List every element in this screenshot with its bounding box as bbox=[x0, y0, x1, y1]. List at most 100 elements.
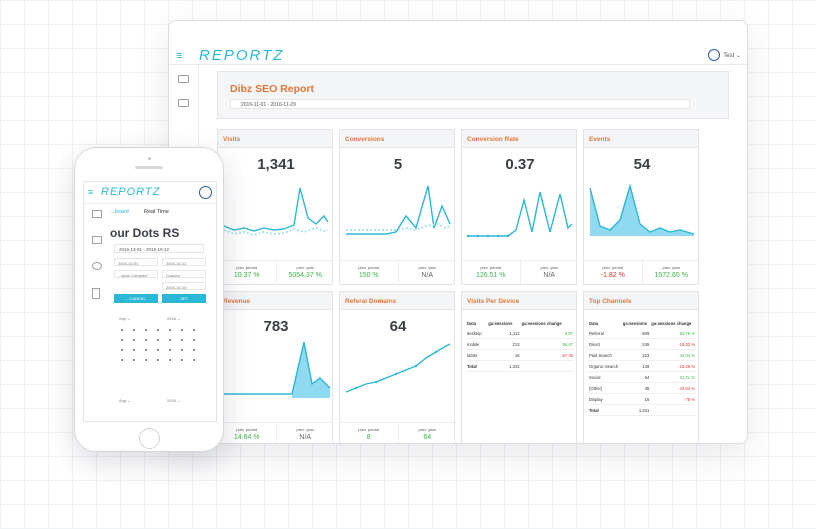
referal-domains-card: Referal Domains 64 prev. period 8 prev. y… bbox=[339, 291, 457, 443]
table-row: Referral 609 53.75 % bbox=[588, 328, 696, 339]
main-content: Dibz SEO Report 2016-11-01 - 2016-11-29 … bbox=[207, 71, 747, 443]
table-cell: 16 bbox=[487, 349, 521, 361]
revenue-card: Revenue 783 prev. period 14.64 % prev. ye… bbox=[217, 291, 335, 443]
table-cell: Display bbox=[588, 393, 622, 405]
home-button[interactable] bbox=[139, 428, 160, 449]
reports-icon[interactable] bbox=[178, 75, 189, 83]
table-row: mobile 213 55.47 bbox=[466, 338, 574, 350]
compare-from-field[interactable]: 2016-10-10 bbox=[162, 282, 206, 290]
revenue-line bbox=[224, 341, 331, 395]
compare-select[interactable]: ...stom Compare bbox=[114, 270, 158, 278]
set-button[interactable]: SET bbox=[162, 294, 206, 303]
phone-sidebar bbox=[84, 204, 110, 421]
stat-label: prev. period bbox=[236, 265, 258, 270]
table-total-row: Total 1,341 bbox=[588, 404, 696, 416]
card-value: 54 bbox=[633, 156, 651, 173]
stat-value: -1.82 % bbox=[600, 272, 625, 279]
header-cell: ga:sessions bbox=[488, 320, 513, 326]
table-cell: 245 bbox=[621, 338, 651, 350]
date-range-picker[interactable]: 2016-13-01 - 2015-10-12 bbox=[114, 244, 204, 253]
prev-period-stat: prev. period 14.64 % bbox=[218, 423, 276, 443]
stat-value: N/A bbox=[421, 272, 434, 279]
page-title: our Dots RS bbox=[110, 226, 180, 240]
events-line bbox=[589, 183, 695, 235]
camera-dot bbox=[148, 157, 151, 160]
globe-icon bbox=[708, 49, 721, 61]
custom-select[interactable]: Custom bbox=[162, 270, 206, 278]
table-cell: Organic Search bbox=[588, 360, 622, 372]
conversion-rate-card: Conversion Rate 0.37 prev. period 126.51 … bbox=[461, 129, 578, 285]
speaker-grill bbox=[135, 166, 163, 169]
app-logo[interactable]: REPORTZ bbox=[101, 186, 161, 198]
card-title: Events bbox=[584, 130, 698, 148]
folder-icon[interactable] bbox=[178, 99, 189, 107]
hamburger-menu-icon[interactable]: ≡ bbox=[176, 50, 183, 62]
stat-label: prev. period bbox=[480, 265, 502, 270]
app-logo[interactable]: REPORTZ bbox=[199, 47, 285, 64]
tab-real-time[interactable]: Real Time bbox=[144, 209, 169, 215]
header-cell: Data bbox=[467, 320, 477, 326]
table-cell: (Other) bbox=[588, 382, 622, 394]
from-date-field[interactable]: 2016-10-01 bbox=[114, 258, 158, 266]
stat-value: 14.64 % bbox=[233, 434, 260, 441]
table-header: Data ga:sessions ga:sessions change bbox=[466, 318, 574, 328]
conversions-line bbox=[346, 185, 451, 235]
date-range-picker[interactable]: 2016-11-01 - 2016-11-29 bbox=[230, 99, 690, 109]
prev-year-stat: prev. year N/A bbox=[275, 423, 335, 443]
prev-period-stat: prev. period 150 % bbox=[340, 261, 398, 284]
table-cell: 1,341 bbox=[487, 360, 521, 372]
stat-value: N/A bbox=[543, 272, 556, 279]
conversion-rate-line bbox=[468, 191, 573, 237]
settings-icon[interactable] bbox=[92, 262, 102, 270]
stat-row: prev. period 8 prev. year 64 bbox=[340, 422, 457, 443]
tab-dashboard[interactable]: ...board bbox=[110, 209, 129, 215]
to-date-field[interactable]: 2016-10-12 bbox=[162, 258, 206, 266]
table-total-row: Total 1,341 bbox=[466, 360, 574, 372]
table-cell: 16 bbox=[621, 393, 651, 405]
stat-label: prev. year bbox=[418, 265, 437, 270]
table-cell: Paid Search bbox=[588, 349, 622, 361]
prev-period-stat: prev. period 10.37 % bbox=[218, 261, 276, 284]
hamburger-menu-icon[interactable]: ≡ bbox=[88, 187, 94, 197]
stat-value: N/A bbox=[299, 434, 312, 441]
reports-icon[interactable] bbox=[92, 210, 102, 218]
visits-sparkline bbox=[223, 187, 329, 237]
table-cell: -43.04 % bbox=[650, 382, 696, 394]
user-label: Test ⌄ bbox=[723, 52, 741, 59]
stat-row: prev. period 10.37 % prev. year 5054.37 % bbox=[218, 260, 334, 284]
visits-card: Visits 1,341 prev. period 10.37 % prev. y… bbox=[217, 129, 334, 285]
visits-per-device-card: Visits Per Device Data ga:sessions ga:se… bbox=[461, 291, 577, 443]
stat-label: prev. period bbox=[358, 265, 380, 270]
stat-value: 64 bbox=[423, 434, 432, 441]
document-icon[interactable] bbox=[92, 288, 100, 299]
year-select-2[interactable]: 2016 ⌄ bbox=[167, 397, 181, 403]
stat-value: 1572.65 % bbox=[654, 272, 688, 279]
stat-row: prev. period 126.51 % prev. year N/A bbox=[462, 260, 578, 284]
card-value: 783 bbox=[263, 318, 289, 335]
top-bar: ≡ REPORTZ Test ⌄ bbox=[169, 21, 747, 65]
globe-icon[interactable] bbox=[199, 186, 212, 199]
table-cell: 31.71 % bbox=[650, 371, 696, 383]
year-select[interactable]: 2016 ⌄ bbox=[167, 315, 181, 321]
table-row: Paid Search 223 42.04 % bbox=[588, 349, 696, 361]
header-cell: Data bbox=[589, 320, 599, 326]
stat-label: prev. period bbox=[236, 427, 258, 432]
stat-row: prev. period 150 % prev. year N/A bbox=[340, 260, 456, 284]
header-cell: ga:sessions change bbox=[521, 320, 562, 326]
table-row: Display 16 -75 % bbox=[588, 393, 696, 405]
table-cell: -67.35 bbox=[520, 349, 574, 361]
folder-icon[interactable] bbox=[92, 236, 102, 244]
report-header: Dibz SEO Report 2016-11-01 - 2016-11-29 bbox=[217, 71, 729, 119]
month-select-2[interactable]: Aug ⌄ bbox=[119, 397, 131, 403]
table-cell: 55.47 bbox=[520, 338, 574, 350]
conversions-card: Conversions 5 prev. period 150 % prev. ye… bbox=[339, 129, 456, 285]
report-title: Dibz SEO Report bbox=[230, 83, 315, 95]
card-title: Revenue bbox=[218, 292, 332, 310]
calendar-grid[interactable] bbox=[118, 326, 202, 368]
prev-year-stat: prev. year 1572.65 % bbox=[641, 261, 701, 284]
user-menu[interactable]: Test ⌄ bbox=[708, 49, 741, 61]
stat-value: 5054.37 % bbox=[288, 272, 322, 279]
cancel-button[interactable]: ...CANCEL bbox=[114, 294, 158, 303]
month-select[interactable]: Sep ⌄ bbox=[119, 315, 131, 321]
prev-year-stat: prev. year 64 bbox=[397, 423, 457, 443]
